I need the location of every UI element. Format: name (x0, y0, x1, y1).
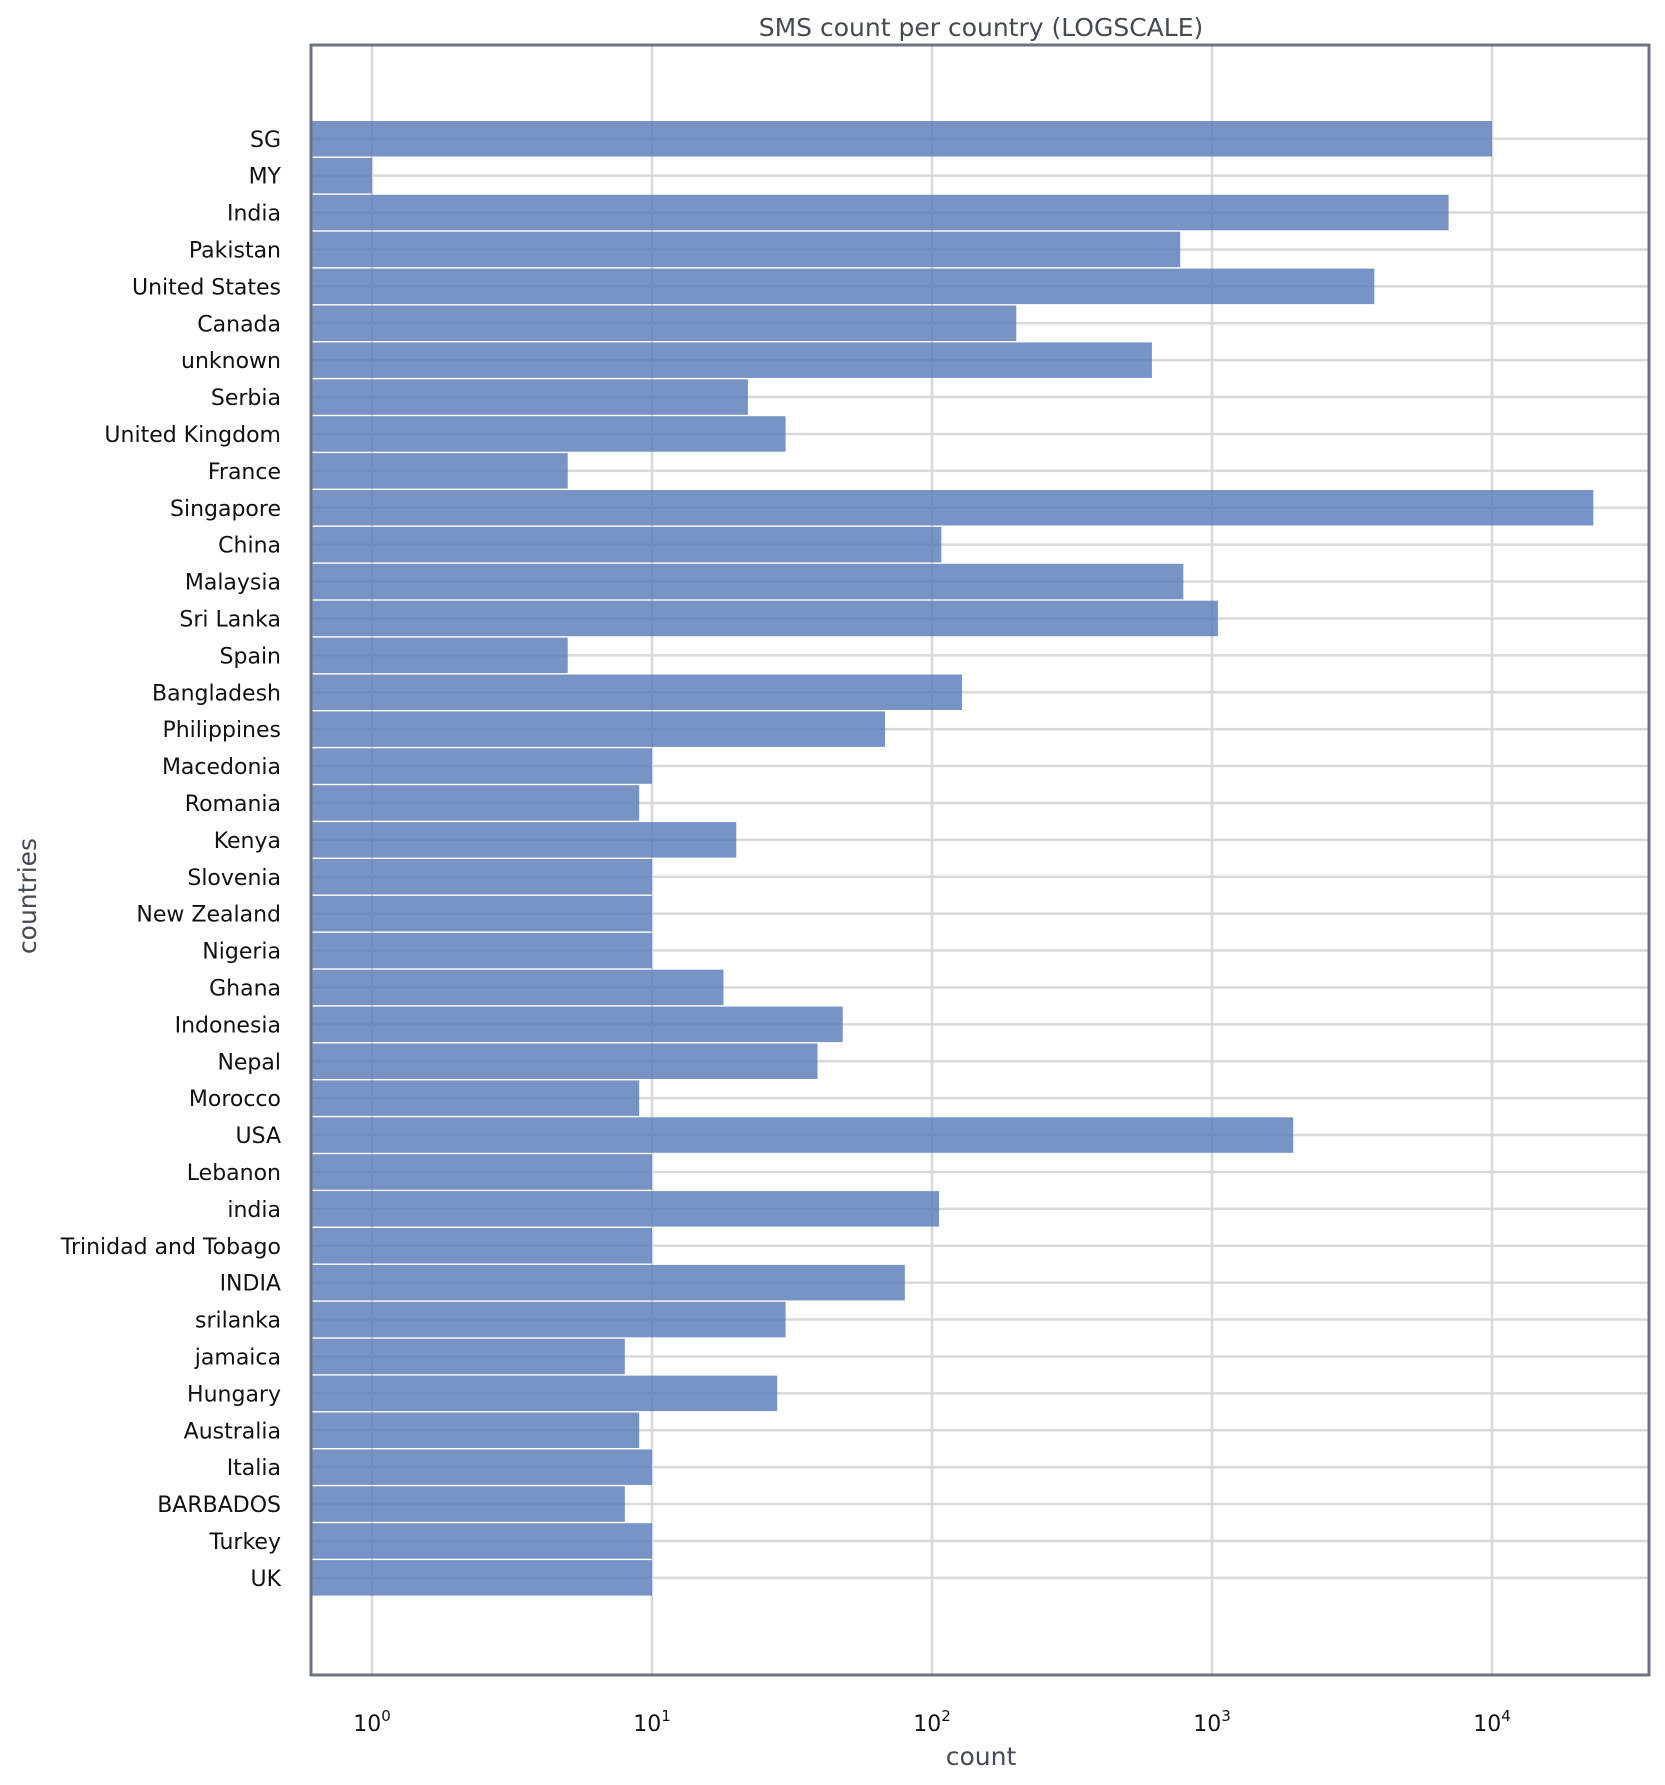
bar (311, 1375, 778, 1412)
x-tick-label: 101 (633, 1707, 671, 1737)
y-tick-label: Ghana (209, 976, 281, 1001)
bar (311, 305, 1017, 341)
y-tick-label: srilanka (195, 1309, 281, 1334)
y-tick-label: India (227, 202, 281, 227)
y-tick-label: Sri Lanka (179, 607, 281, 632)
chart-title: SMS count per country (LOGSCALE) (759, 13, 1204, 42)
y-tick-label: Kenya (214, 829, 281, 854)
x-tick-label: 103 (1193, 1707, 1231, 1737)
y-tick-label: Malaysia (185, 571, 281, 596)
bar (311, 526, 942, 563)
bar (311, 453, 568, 489)
y-tick-label: Spain (220, 644, 281, 669)
bar (311, 932, 652, 969)
y-tick-labels: SG MY India Pakistan United States Canada unkn… (60, 128, 282, 1592)
bar (311, 1191, 940, 1227)
bar (311, 748, 652, 784)
bar (311, 969, 724, 1006)
y-tick-label: Philippines (162, 718, 281, 743)
bar (311, 1117, 1294, 1153)
y-tick-label: Nepal (217, 1050, 281, 1075)
bar (311, 342, 1152, 378)
y-tick-label: Nigeria (202, 940, 281, 965)
bar (311, 859, 652, 895)
bar (311, 674, 963, 710)
bar (311, 822, 737, 858)
bar (311, 416, 786, 452)
y-tick-label: Australia (184, 1419, 281, 1444)
bar (311, 895, 652, 932)
y-tick-label: Slovenia (187, 866, 281, 891)
y-tick-label: Pakistan (189, 238, 281, 263)
y-tick-label: France (208, 460, 281, 485)
y-tick-label: United Kingdom (104, 423, 281, 448)
bar (311, 1412, 640, 1448)
bar (311, 785, 640, 821)
y-tick-label: United States (132, 275, 281, 300)
y-tick-label: Singapore (170, 497, 281, 522)
x-tick-labels: 100 101 102 103 104 (353, 1707, 1511, 1737)
y-tick-label: UK (250, 1567, 281, 1592)
bar (311, 490, 1594, 526)
bar (311, 600, 1218, 637)
y-tick-label: SG (250, 128, 281, 153)
y-tick-label: BARBADOS (157, 1493, 281, 1518)
y-tick-label: jamaica (194, 1345, 281, 1370)
bar (311, 1449, 652, 1485)
y-tick-label: Romania (185, 792, 281, 817)
y-tick-label: Serbia (211, 386, 281, 411)
bar (311, 711, 886, 747)
y-tick-label: Trinidad and Tobago (60, 1235, 281, 1260)
y-tick-label: Lebanon (187, 1161, 281, 1186)
y-tick-label: INDIA (220, 1272, 281, 1297)
y-tick-label: MY (249, 165, 282, 190)
bar (311, 1154, 652, 1190)
bar (311, 1006, 843, 1043)
bar (311, 637, 568, 674)
y-tick-label: india (227, 1198, 281, 1223)
bar (311, 121, 1492, 157)
bar (311, 1264, 905, 1301)
bar (311, 231, 1181, 268)
y-tick-label: Hungary (187, 1382, 281, 1407)
plot-frame (309, 43, 1651, 1677)
y-tick-label: Italia (227, 1456, 281, 1481)
bars (311, 121, 1594, 1596)
y-tick-label: Macedonia (162, 755, 281, 780)
y-tick-label: New Zealand (136, 903, 281, 928)
x-tick-label: 100 (353, 1707, 391, 1737)
bar (311, 379, 748, 415)
bar (311, 563, 1184, 600)
y-tick-label: Turkey (208, 1530, 281, 1555)
x-axis-label: count (946, 1742, 1017, 1771)
y-tick-label: Bangladesh (152, 681, 281, 706)
bar (311, 1338, 625, 1375)
bar (311, 1043, 818, 1079)
bar (311, 1560, 652, 1596)
x-tick-label: 102 (913, 1707, 951, 1737)
y-axis-label: countries (13, 838, 42, 954)
bar (311, 1486, 625, 1522)
y-tick-label: China (218, 534, 281, 559)
bar (311, 1523, 652, 1559)
bar (311, 157, 372, 194)
y-tick-label: Morocco (189, 1087, 281, 1112)
bar (311, 1228, 652, 1264)
x-tick-label: 104 (1473, 1707, 1511, 1737)
y-tick-label: Canada (197, 312, 281, 337)
y-tick-label: USA (235, 1124, 281, 1149)
bar (311, 1080, 640, 1116)
bar (311, 268, 1375, 305)
bar (311, 1301, 786, 1338)
bar (311, 194, 1449, 231)
y-tick-label: Indonesia (175, 1013, 281, 1038)
y-tick-label: unknown (181, 349, 281, 374)
